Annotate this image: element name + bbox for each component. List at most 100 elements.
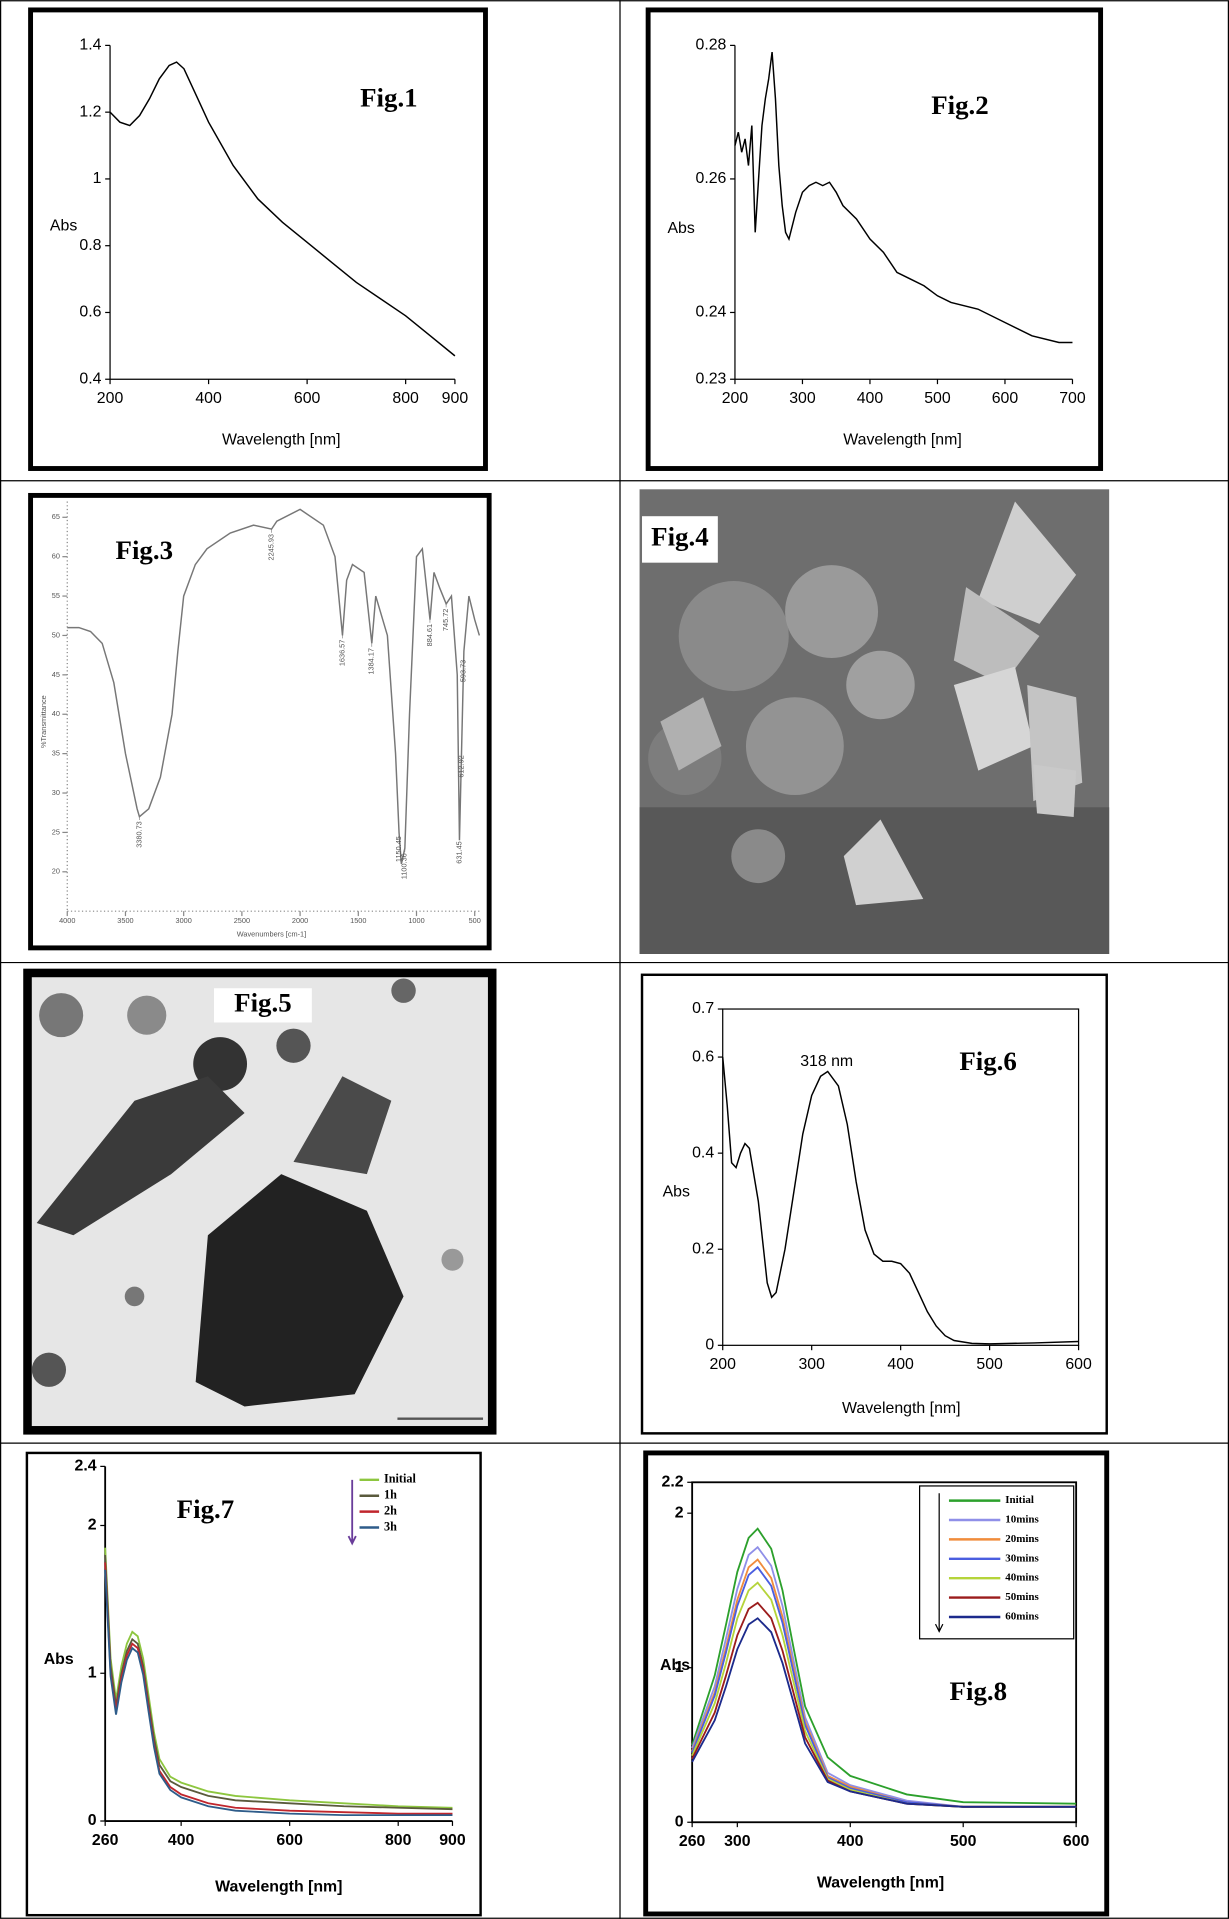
- y-tick-label: 55: [52, 591, 60, 600]
- peak-label: 593.73: [459, 660, 468, 682]
- y-tick-label: 2.4: [75, 1458, 97, 1475]
- legend-label: 40mins: [1005, 1572, 1039, 1584]
- y-tick-label: 0.8: [79, 237, 101, 254]
- legend-label: 1h: [384, 1488, 397, 1502]
- x-tick-label: 200: [722, 390, 749, 407]
- legend-label: 20mins: [1005, 1533, 1039, 1545]
- figure-label: Fig.5: [234, 988, 292, 1018]
- peak-label: 745.72: [441, 609, 450, 631]
- y-tick-label: 30: [52, 788, 60, 797]
- x-tick-label: 300: [798, 1356, 825, 1373]
- peak-label: 3380.73: [134, 821, 143, 848]
- legend-label: 10mins: [1005, 1514, 1039, 1526]
- chart: 2603004005006000122.2Fig.8AbsWavelength …: [646, 1453, 1107, 1914]
- y-tick-label: 60: [52, 552, 60, 561]
- x-tick-label: 900: [442, 390, 469, 407]
- x-tick-label: 600: [294, 390, 321, 407]
- x-tick-label: 2000: [292, 916, 308, 925]
- y-tick-label: 40: [52, 709, 60, 718]
- x-tick-label: 1000: [408, 916, 424, 925]
- y-axis-label: %Transmittance: [39, 695, 48, 748]
- legend-label: 60mins: [1005, 1611, 1039, 1623]
- y-tick-label: 0.6: [692, 1048, 714, 1065]
- x-tick-label: 700: [1059, 390, 1086, 407]
- x-tick-label: 300: [789, 390, 816, 407]
- x-axis-label: Wavelength [nm]: [843, 432, 962, 449]
- x-tick-label: 260: [679, 1833, 706, 1850]
- x-tick-label: 400: [887, 1356, 914, 1373]
- y-tick-label: 35: [52, 749, 60, 758]
- peak-label: 631.45: [454, 841, 463, 863]
- y-axis-label: Abs: [663, 1184, 690, 1201]
- figure-label: Fig.4: [651, 522, 709, 552]
- y-tick-label: 0: [675, 1813, 684, 1830]
- x-tick-label: 300: [724, 1833, 751, 1850]
- figure-table: Fig.4 Fig.5 2004006008009000.40.60.811.2…: [0, 0, 1229, 1919]
- x-axis-label: Wavelength [nm]: [215, 1878, 342, 1895]
- x-tick-label: 3500: [117, 916, 133, 925]
- peak-label: 612.92: [457, 755, 466, 777]
- x-tick-label: 2500: [234, 916, 250, 925]
- legend-label: Initial: [384, 1472, 417, 1486]
- y-tick-label: 1.2: [79, 103, 101, 120]
- legend-label: 30mins: [1005, 1552, 1039, 1564]
- x-tick-label: 600: [992, 390, 1019, 407]
- x-tick-label: 600: [1063, 1833, 1090, 1850]
- legend-label: 50mins: [1005, 1591, 1039, 1603]
- y-tick-label: 25: [52, 827, 60, 836]
- y-tick-label: 2: [675, 1504, 684, 1521]
- figure-label: Fig.3: [116, 535, 174, 565]
- y-tick-label: 0.26: [695, 170, 726, 187]
- legend-label: 3h: [384, 1519, 397, 1533]
- x-tick-label: 3000: [176, 916, 192, 925]
- tem-image: Fig.5: [27, 972, 493, 1431]
- y-tick-label: 0.7: [692, 1000, 714, 1017]
- y-tick-label: 1: [93, 170, 102, 187]
- sem-image: Fig.4: [640, 489, 1110, 954]
- y-tick-label: 1.4: [79, 37, 101, 54]
- y-tick-label: 0.28: [695, 37, 726, 54]
- legend-label: Initial: [1005, 1494, 1034, 1506]
- peak-label: 884.61: [425, 624, 434, 646]
- y-tick-label: 0: [705, 1337, 714, 1354]
- figure-label: Fig.2: [931, 90, 989, 120]
- figure-label: Fig.8: [950, 1676, 1008, 1706]
- y-tick-label: 0.24: [695, 304, 726, 321]
- y-tick-label: 0.4: [79, 370, 101, 387]
- y-tick-label: 0.2: [692, 1240, 714, 1257]
- x-tick-label: 500: [924, 390, 951, 407]
- chart-frame: [31, 495, 490, 947]
- figure-label: Fig.1: [360, 83, 418, 113]
- y-axis-label: Abs: [44, 1651, 74, 1668]
- peak-label: 1636.57: [337, 640, 346, 667]
- y-tick-label: 0.6: [79, 304, 101, 321]
- x-tick-label: 260: [92, 1832, 119, 1849]
- peak-label: 1384.17: [367, 648, 376, 675]
- x-tick-label: 1500: [350, 916, 366, 925]
- x-tick-label: 500: [469, 916, 481, 925]
- y-tick-label: 50: [52, 630, 60, 639]
- x-tick-label: 900: [439, 1832, 466, 1849]
- x-tick-label: 600: [276, 1832, 303, 1849]
- x-axis-label: Wavelength [nm]: [222, 432, 341, 449]
- x-tick-label: 800: [385, 1832, 412, 1849]
- y-tick-label: 2.2: [662, 1473, 684, 1490]
- x-tick-label: 400: [195, 390, 222, 407]
- y-axis-label: Abs: [667, 220, 694, 237]
- x-tick-label: 600: [1065, 1356, 1092, 1373]
- x-tick-label: 500: [976, 1356, 1003, 1373]
- peak-label: 1100.36: [400, 853, 409, 879]
- x-tick-label: 200: [97, 390, 124, 407]
- y-tick-label: 45: [52, 670, 60, 679]
- x-axis-label: Wavenumbers [cm-1]: [237, 929, 306, 938]
- y-tick-label: 1: [88, 1664, 97, 1681]
- y-tick-label: 0.23: [695, 370, 726, 387]
- x-tick-label: 500: [950, 1833, 977, 1850]
- x-axis-label: Wavelength [nm]: [842, 1400, 961, 1417]
- y-tick-label: 65: [52, 512, 60, 521]
